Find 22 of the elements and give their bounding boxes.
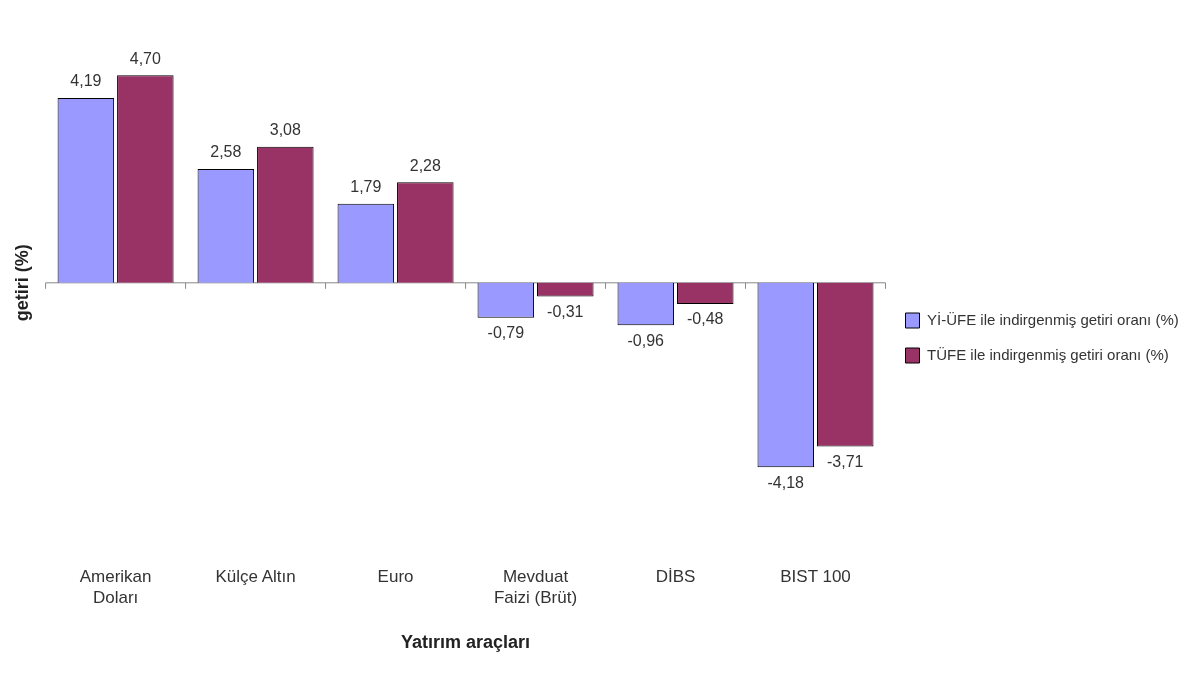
data-label: 2,58 [210, 143, 242, 161]
data-label: 3,08 [269, 121, 301, 139]
x-tick-label: Euro [377, 567, 414, 587]
x-tick-label: Amerikan Doları [79, 567, 152, 607]
data-label: -3,71 [827, 452, 864, 470]
x-tick-label: DİBS [655, 567, 696, 587]
x-tick-label: BIST 100 [780, 567, 851, 587]
data-label: -0,31 [547, 302, 584, 320]
data-label: -0,79 [487, 324, 525, 342]
x-tick-label: Külçe Altın [215, 567, 296, 587]
y-axis-title: getiri (%) [11, 244, 32, 322]
legend-label: Yİ-ÜFE ile indirgenmiş getiri oranı (%) [927, 310, 1179, 328]
data-label: 1,79 [350, 178, 382, 196]
legend-label: TÜFE ile indirgenmiş getiri oranı (%) [927, 345, 1169, 363]
data-label: 4,70 [129, 49, 162, 67]
x-axis-title: Yatırım araçları [401, 632, 531, 653]
data-label: 4,19 [70, 72, 102, 90]
data-label: -0,48 [687, 310, 724, 328]
data-label: 2,28 [409, 156, 441, 174]
x-tick-label: Mevduat Faizi (Brüt) [493, 567, 578, 607]
data-label: -0,96 [627, 331, 665, 349]
data-label: -4,18 [767, 473, 805, 491]
